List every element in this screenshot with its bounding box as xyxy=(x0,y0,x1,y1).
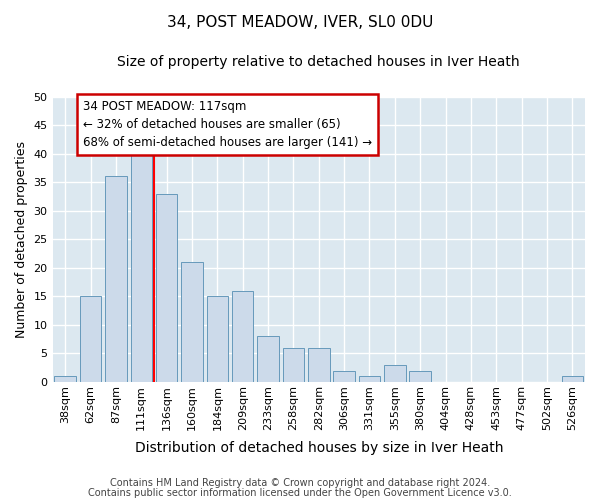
Y-axis label: Number of detached properties: Number of detached properties xyxy=(15,141,28,338)
Bar xyxy=(334,370,355,382)
Text: 34 POST MEADOW: 117sqm
← 32% of detached houses are smaller (65)
68% of semi-det: 34 POST MEADOW: 117sqm ← 32% of detached… xyxy=(83,100,372,149)
Bar xyxy=(409,370,431,382)
Bar xyxy=(257,336,279,382)
Bar xyxy=(105,176,127,382)
X-axis label: Distribution of detached houses by size in Iver Heath: Distribution of detached houses by size … xyxy=(134,441,503,455)
Bar xyxy=(156,194,178,382)
Bar xyxy=(562,376,583,382)
Bar xyxy=(80,296,101,382)
Bar xyxy=(359,376,380,382)
Bar xyxy=(308,348,329,382)
Text: 34, POST MEADOW, IVER, SL0 0DU: 34, POST MEADOW, IVER, SL0 0DU xyxy=(167,15,433,30)
Bar xyxy=(131,148,152,382)
Bar xyxy=(55,376,76,382)
Bar xyxy=(283,348,304,382)
Title: Size of property relative to detached houses in Iver Heath: Size of property relative to detached ho… xyxy=(118,55,520,69)
Text: Contains public sector information licensed under the Open Government Licence v3: Contains public sector information licen… xyxy=(88,488,512,498)
Bar xyxy=(232,290,253,382)
Bar xyxy=(181,262,203,382)
Text: Contains HM Land Registry data © Crown copyright and database right 2024.: Contains HM Land Registry data © Crown c… xyxy=(110,478,490,488)
Bar xyxy=(206,296,228,382)
Bar xyxy=(384,365,406,382)
